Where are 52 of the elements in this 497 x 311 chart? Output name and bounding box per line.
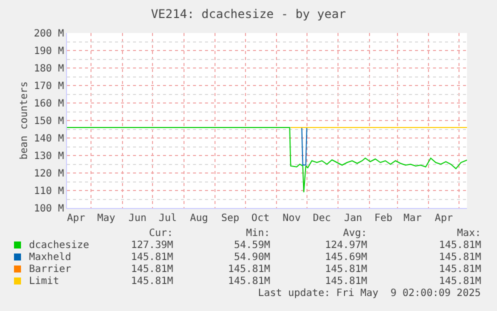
- text: 145.81M: [439, 276, 482, 287]
- line-series: [67, 127, 467, 193]
- text: 145.81M: [228, 276, 270, 287]
- y-tick-label: 190 M: [34, 46, 64, 57]
- legend-label: Barrier: [29, 264, 72, 275]
- text: 145.81M: [439, 240, 482, 251]
- x-tick-label: Aug: [190, 213, 208, 224]
- text: 145.81M: [131, 252, 174, 263]
- text: Avg:: [343, 228, 368, 239]
- text: 145.81M: [131, 264, 174, 275]
- legend-label: Maxheld: [29, 252, 72, 263]
- x-tick-label: Jan: [344, 213, 362, 224]
- y-tick-label: 120 M: [34, 168, 64, 180]
- text: 145.81M: [439, 264, 482, 275]
- x-tick-label: Apr: [434, 213, 453, 224]
- x-tick-label: Apr: [67, 213, 86, 224]
- y-tick-label: 150 M: [34, 116, 64, 127]
- x-tick-label: Dec: [312, 213, 331, 224]
- y-tick-label: 170 M: [34, 81, 64, 92]
- text: 145.81M: [131, 276, 174, 287]
- legend-label: dcachesize: [29, 240, 90, 251]
- y-tick-label: 160 M: [34, 98, 64, 110]
- text: 124.97M: [325, 240, 368, 251]
- text: Last update: Fri May 9 02:00:09 2025: [258, 288, 481, 299]
- text: Min:: [246, 228, 270, 239]
- x-tick-label: Jun: [128, 213, 147, 224]
- y-tick-label: 180 M: [34, 64, 64, 74]
- x-tick-label: Sep: [221, 213, 240, 224]
- y-tick-label: 130 M: [34, 151, 64, 162]
- x-tick-label: Oct: [251, 213, 270, 224]
- text: Cur:: [149, 228, 174, 239]
- x-tick-label: Mar: [404, 213, 422, 224]
- text: 54.59M: [234, 240, 270, 251]
- text: 145.81M: [228, 264, 270, 275]
- text: 145.81M: [439, 252, 482, 263]
- x-tick-label: Jul: [158, 213, 177, 224]
- chart-title: VE214: dcachesize - by year: [150, 7, 346, 22]
- text: 145.81M: [325, 276, 368, 287]
- legend-label: Limit: [29, 276, 60, 287]
- y-tick-label: 110 M: [34, 186, 64, 197]
- y-axis-title: bean counters: [18, 81, 30, 160]
- text: 127.39M: [131, 240, 174, 251]
- text: 145.81M: [325, 264, 368, 275]
- y-tick-label: 200 M: [34, 28, 64, 40]
- text: 54.90M: [234, 252, 270, 263]
- x-tick-label: Nov: [282, 213, 301, 224]
- text: 145.69M: [325, 252, 368, 263]
- text: Max:: [457, 228, 482, 239]
- y-tick-label: 100 M: [34, 204, 64, 214]
- x-tick-label: May: [97, 213, 116, 224]
- x-tick-label: Feb: [374, 213, 392, 224]
- y-tick-label: 140 M: [34, 134, 64, 144]
